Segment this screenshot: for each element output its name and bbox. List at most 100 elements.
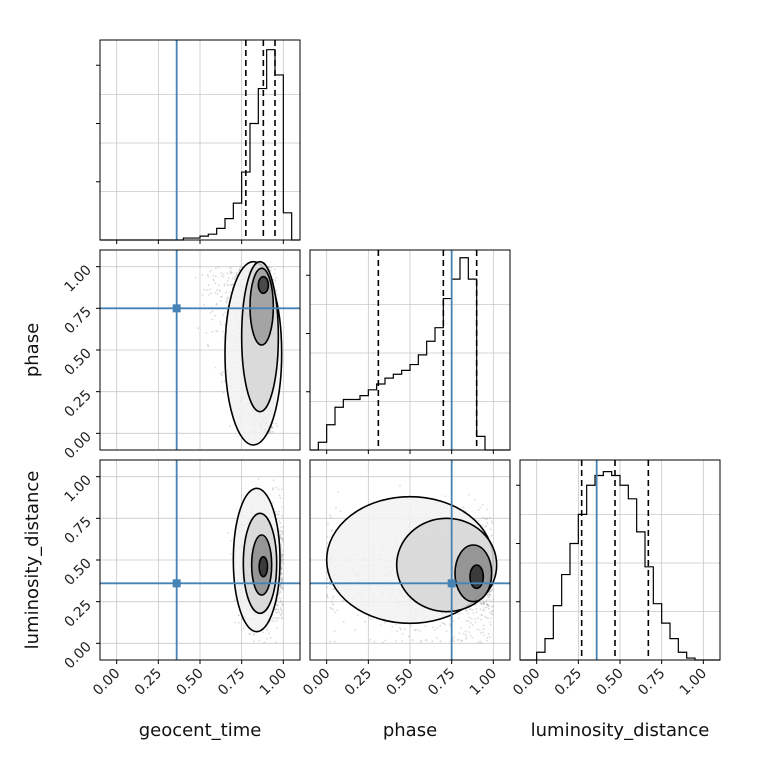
sample-point (280, 554, 283, 556)
x-axis-label-luminosity_distance: luminosity_distance (531, 720, 710, 741)
sample-point (235, 271, 238, 274)
sample-point (280, 556, 283, 558)
histogram-panel-geocent_time (96, 39, 301, 241)
sample-point (488, 599, 491, 601)
sample-point (279, 543, 282, 546)
sample-point (420, 639, 422, 642)
sample-point (271, 426, 274, 429)
y-tick-label: 0.50 (61, 556, 94, 589)
sample-point (226, 296, 229, 299)
sample-point (229, 266, 232, 269)
sample-point (282, 532, 285, 535)
sample-point (482, 624, 485, 627)
sample-point (491, 613, 494, 616)
sample-point (439, 640, 442, 643)
sample-point (492, 605, 495, 608)
sample-point (470, 618, 473, 620)
sample-point (326, 578, 329, 580)
sample-point (252, 632, 255, 635)
sample-point (435, 637, 438, 639)
sample-point (487, 596, 490, 598)
sample-point (215, 329, 218, 332)
x-tick-label: 0.75 (425, 666, 458, 699)
sample-point (218, 284, 221, 286)
sample-point (280, 547, 283, 550)
sample-point (279, 584, 282, 587)
sample-point (407, 635, 410, 638)
sample-point (279, 530, 282, 532)
y-tick-label: 1.00 (61, 262, 94, 295)
sample-point (486, 603, 488, 606)
sample-point (431, 640, 434, 643)
sample-point (275, 289, 278, 292)
y-tick-label: 0.25 (61, 597, 94, 630)
sample-point (488, 593, 491, 596)
sample-point (333, 630, 336, 632)
sample-point (203, 304, 206, 306)
sample-point (229, 539, 232, 542)
sample-point (483, 606, 486, 609)
sample-point (214, 282, 217, 285)
sample-point (281, 553, 284, 556)
sample-point (453, 636, 455, 639)
sample-point (281, 587, 284, 589)
sample-point (369, 638, 372, 641)
sample-point (424, 625, 427, 627)
contour-level-3 (258, 555, 269, 578)
sample-point (490, 590, 492, 593)
sample-point (401, 639, 404, 642)
sample-point (342, 599, 344, 602)
sample-point (492, 588, 494, 591)
sample-point (274, 616, 276, 619)
sample-point (478, 628, 481, 631)
sample-point (274, 268, 276, 271)
sample-point (281, 576, 284, 579)
sample-point (401, 633, 404, 635)
sample-point (482, 631, 485, 634)
sample-point (271, 426, 273, 429)
sample-point (490, 613, 493, 615)
sample-point (468, 616, 471, 619)
sample-point (281, 579, 283, 581)
sample-point (484, 615, 486, 618)
sample-point (452, 640, 455, 643)
sample-point (465, 619, 468, 622)
sample-point (222, 276, 225, 278)
sample-point (413, 628, 416, 631)
sample-point (197, 327, 199, 330)
sample-point (273, 272, 276, 275)
sample-point (235, 274, 238, 277)
sample-point (222, 330, 224, 333)
sample-point (490, 610, 493, 613)
sample-point (280, 553, 283, 556)
sample-point (271, 619, 273, 622)
sample-point (278, 530, 281, 533)
sample-point (220, 296, 223, 298)
sample-point (276, 424, 279, 427)
density-panel-phase-luminosity_distance (309, 459, 511, 661)
sample-point (489, 623, 492, 626)
sample-point (278, 596, 281, 599)
truth-marker (172, 579, 181, 588)
sample-point (384, 621, 386, 624)
sample-point (233, 599, 236, 602)
sample-point (212, 279, 215, 282)
sample-point (482, 602, 485, 604)
sample-point (212, 278, 215, 280)
sample-point (280, 488, 283, 491)
sample-point (486, 508, 488, 511)
sample-point (269, 636, 272, 639)
sample-point (395, 623, 398, 626)
sample-point (485, 598, 488, 601)
sample-point (474, 621, 477, 624)
sample-point (272, 479, 275, 482)
histogram-luminosity_distance (520, 471, 720, 661)
sample-point (280, 573, 283, 576)
sample-point (373, 640, 376, 643)
sample-point (280, 571, 283, 574)
sample-point (469, 608, 472, 611)
sample-point (487, 605, 489, 608)
sample-point (489, 594, 492, 597)
sample-point (480, 602, 483, 605)
y-tick-label: 0.25 (61, 387, 94, 420)
